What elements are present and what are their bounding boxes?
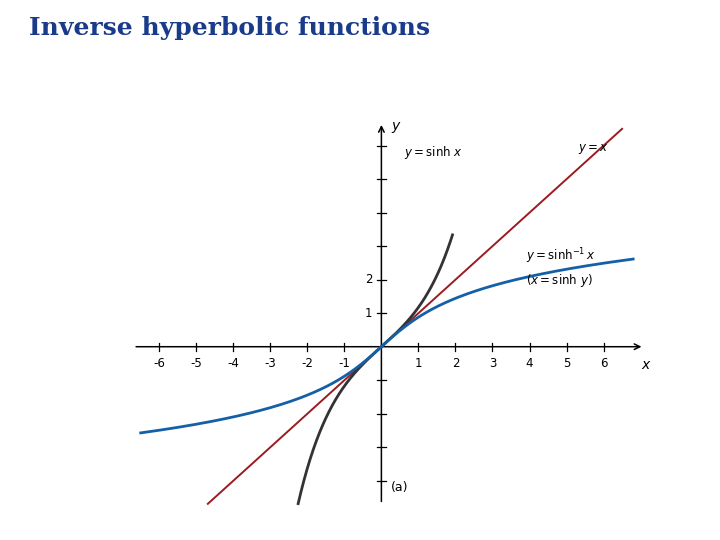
Text: 5: 5 <box>563 357 570 370</box>
Text: -5: -5 <box>190 357 202 370</box>
Text: $x$: $x$ <box>641 359 652 373</box>
Text: -3: -3 <box>264 357 276 370</box>
Text: (a): (a) <box>391 481 409 494</box>
Text: -1: -1 <box>338 357 351 370</box>
Text: 1: 1 <box>364 307 372 320</box>
Text: -6: -6 <box>153 357 165 370</box>
Text: -2: -2 <box>302 357 313 370</box>
Text: 2: 2 <box>451 357 459 370</box>
Text: $y = x$: $y = x$ <box>577 142 608 156</box>
Text: -4: -4 <box>228 357 239 370</box>
Text: 6: 6 <box>600 357 607 370</box>
Text: 4: 4 <box>526 357 534 370</box>
Text: $y$: $y$ <box>391 120 401 136</box>
Text: 1: 1 <box>415 357 422 370</box>
Text: $y = \sinh^{-1} x$
$(x = \sinh\,y)$: $y = \sinh^{-1} x$ $(x = \sinh\,y)$ <box>526 247 595 289</box>
Text: Inverse hyperbolic functions: Inverse hyperbolic functions <box>29 16 430 40</box>
Text: 2: 2 <box>364 273 372 286</box>
Text: $y = \sinh\,x$: $y = \sinh\,x$ <box>404 144 462 161</box>
Text: 3: 3 <box>489 357 496 370</box>
